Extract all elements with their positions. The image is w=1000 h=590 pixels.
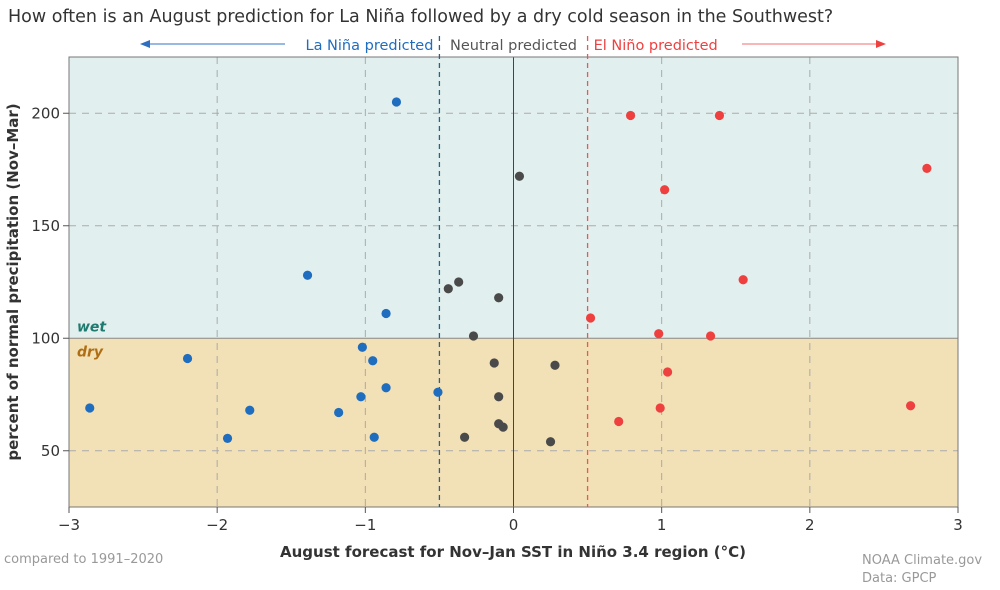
point-neutral	[545, 437, 556, 447]
point-el-nino	[922, 163, 932, 173]
point-el-nino	[705, 331, 716, 341]
point-el-nino	[660, 185, 670, 195]
x-tick-label: −1	[354, 516, 376, 534]
x-tick-label: 3	[953, 516, 963, 534]
el-nino-label: El Niño predicted	[594, 38, 718, 54]
y-tick-label: 50	[41, 442, 60, 460]
dry-label: dry	[77, 344, 104, 360]
x-tick-label: 1	[657, 516, 667, 534]
point-la-nina	[182, 353, 193, 364]
point-el-nino	[654, 329, 664, 339]
point-neutral	[550, 360, 560, 370]
point-neutral	[443, 284, 453, 294]
baseline-note: compared to 1991–2020	[4, 552, 163, 567]
point-la-nina	[369, 432, 379, 442]
point-la-nina	[381, 383, 391, 393]
x-tick-label: −3	[58, 516, 80, 534]
credit: NOAA Climate.gov	[862, 553, 982, 568]
point-la-nina	[381, 308, 391, 319]
point-la-nina	[334, 407, 344, 418]
point-neutral	[514, 171, 525, 181]
y-tick-label: 100	[31, 329, 60, 347]
point-la-nina	[433, 387, 443, 397]
point-neutral	[460, 432, 470, 442]
x-tick-label: 0	[509, 516, 519, 534]
point-neutral	[494, 392, 504, 402]
point-neutral	[468, 331, 479, 341]
chart-title: How often is an August prediction for La…	[8, 7, 833, 27]
point-la-nina	[302, 270, 313, 280]
point-la-nina	[368, 356, 378, 366]
point-la-nina	[391, 97, 402, 107]
point-el-nino	[714, 110, 725, 121]
x-tick-label: 2	[805, 516, 815, 534]
left-arrow-icon	[140, 40, 150, 48]
x-axis-label: August forecast for Nov–Jan SST in Niño …	[280, 543, 746, 561]
point-el-nino	[662, 367, 673, 377]
point-neutral	[494, 293, 504, 303]
point-el-nino	[625, 110, 636, 121]
neutral-label: Neutral predicted	[450, 38, 577, 54]
point-neutral	[489, 358, 499, 368]
point-el-nino	[738, 275, 748, 285]
point-la-nina	[85, 403, 95, 413]
y-tick-label: 200	[31, 104, 60, 122]
point-la-nina	[245, 405, 255, 415]
point-neutral	[498, 422, 508, 432]
y-tick-label: 150	[31, 217, 60, 235]
point-el-nino	[905, 401, 916, 411]
point-el-nino	[614, 416, 624, 427]
point-el-nino	[655, 403, 665, 413]
x-tick-label: −2	[206, 516, 228, 534]
point-el-nino	[585, 313, 596, 323]
point-la-nina	[356, 392, 366, 402]
wet-label: wet	[77, 319, 107, 335]
point-la-nina	[222, 433, 233, 443]
data-source: Data: GPCP	[862, 571, 937, 586]
right-arrow-icon	[876, 40, 886, 48]
point-neutral	[454, 277, 464, 287]
y-axis-label: percent of normal precipitation (Nov–Mar…	[4, 103, 22, 460]
point-la-nina	[357, 342, 367, 352]
la-nina-label: La Niña predicted	[305, 38, 433, 54]
